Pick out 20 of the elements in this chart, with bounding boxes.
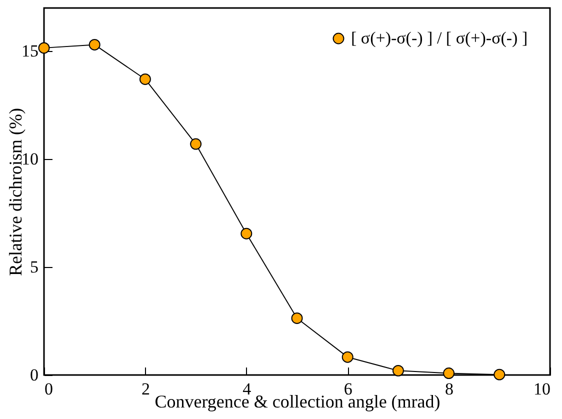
legend-label: [ σ(+)-σ(-) ] / [ σ(+)-σ(-) ]	[351, 28, 528, 48]
point	[392, 364, 404, 376]
y-tick-label: 5	[30, 258, 38, 277]
point	[139, 74, 151, 85]
x-tick-label: 0	[44, 380, 53, 398]
y-tick-label: 15	[22, 42, 38, 61]
point	[342, 351, 354, 363]
x-tick-label: 6	[344, 380, 352, 398]
point	[38, 42, 50, 54]
point	[240, 228, 252, 240]
point	[291, 312, 303, 324]
x-tick-label: 2	[141, 380, 150, 398]
point	[443, 368, 455, 380]
x-tick-label: 10	[534, 380, 550, 398]
x-tick-label: 8	[445, 380, 454, 398]
point	[190, 138, 202, 150]
y-tick-label: 10	[22, 150, 38, 169]
point	[88, 38, 100, 50]
point	[494, 368, 506, 380]
y-tick-label: 0	[30, 366, 38, 384]
